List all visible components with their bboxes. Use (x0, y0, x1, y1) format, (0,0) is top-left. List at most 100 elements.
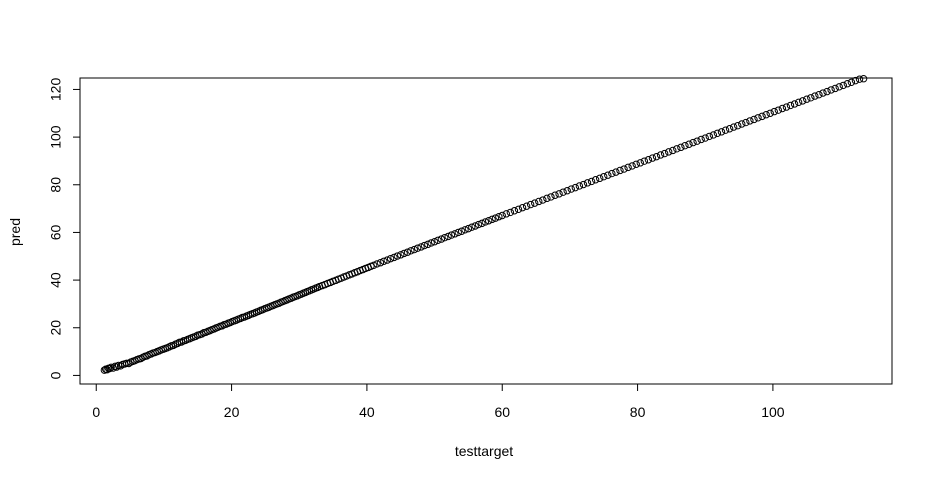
data-point (823, 87, 831, 96)
data-point (794, 98, 803, 107)
data-point (173, 339, 182, 348)
data-point (383, 256, 391, 264)
data-point (400, 249, 408, 258)
data-point (567, 185, 575, 193)
data-point (518, 203, 527, 212)
data-point (717, 128, 726, 136)
data-point (218, 322, 226, 330)
data-point (535, 197, 543, 206)
data-point (604, 171, 612, 179)
data-point (390, 253, 398, 262)
data-point (734, 121, 742, 130)
data-point (506, 208, 515, 217)
data-point (478, 219, 486, 228)
data-point (393, 252, 402, 260)
data-point (447, 231, 456, 239)
data-point (827, 86, 835, 94)
data-point (798, 97, 807, 105)
data-point (790, 100, 799, 108)
data-point (198, 330, 206, 338)
data-point (539, 196, 547, 204)
data-point (177, 338, 186, 346)
data-point (491, 214, 500, 222)
y-tick-label: 60 (48, 224, 64, 240)
data-point (600, 172, 608, 181)
data-point (835, 83, 843, 91)
data-point (427, 239, 435, 247)
y-axis: 0 20 40 60 80 100 120 (48, 78, 81, 379)
data-point (839, 81, 847, 90)
data-point (721, 126, 730, 134)
data-point (485, 217, 493, 225)
data-point (782, 103, 791, 111)
data-point (169, 341, 178, 350)
data-point (713, 129, 722, 137)
data-point (628, 162, 636, 170)
data-point (595, 174, 604, 183)
data-point (471, 222, 479, 230)
data-point (417, 243, 425, 251)
data-point (587, 177, 596, 186)
data-point (819, 89, 827, 97)
x-tick-label: 0 (92, 404, 100, 420)
data-point (376, 258, 385, 267)
y-tick-label: 0 (48, 371, 64, 379)
data-point (373, 260, 381, 268)
x-tick-label: 100 (761, 404, 785, 420)
data-point (669, 146, 677, 155)
data-point (116, 362, 125, 370)
data-point (616, 166, 624, 175)
data-point (612, 168, 620, 176)
data-point (766, 109, 774, 117)
data-point (608, 169, 616, 178)
data-point (778, 104, 787, 113)
data-point (192, 332, 200, 341)
data-point (636, 159, 644, 167)
y-tick-label: 80 (48, 177, 64, 193)
data-point (591, 176, 600, 184)
data-point (125, 359, 133, 368)
data-point (531, 199, 539, 207)
data-point (555, 190, 563, 198)
x-axis: 0 20 40 60 80 100 (92, 383, 785, 420)
data-points (100, 75, 868, 374)
data-point (697, 135, 705, 144)
data-point (457, 227, 466, 235)
data-point (461, 226, 469, 234)
data-point (434, 236, 442, 244)
data-point (851, 76, 860, 85)
data-point (369, 261, 378, 270)
data-point (656, 151, 665, 159)
data-point (481, 218, 490, 226)
data-point (444, 232, 452, 241)
data-point (660, 149, 669, 158)
data-point (380, 257, 388, 265)
data-point (100, 366, 109, 374)
data-point (420, 241, 429, 250)
data-point (681, 141, 689, 150)
data-point (526, 200, 535, 209)
data-point (441, 233, 449, 242)
data-point (620, 165, 628, 173)
x-tick-label: 40 (359, 404, 375, 420)
data-point (488, 215, 496, 224)
data-point (624, 163, 632, 172)
data-point (579, 180, 588, 189)
data-point (677, 143, 685, 152)
data-point (693, 137, 701, 145)
data-point (665, 148, 673, 156)
data-point (575, 182, 584, 190)
data-point (640, 157, 649, 165)
data-point (847, 78, 856, 86)
data-point (547, 193, 555, 201)
data-point (424, 240, 432, 249)
data-point (648, 154, 657, 162)
data-point (758, 112, 766, 121)
data-point (831, 84, 839, 93)
data-point (137, 354, 145, 363)
data-point (502, 210, 510, 218)
x-tick-label: 80 (630, 404, 646, 420)
data-point (386, 254, 395, 263)
data-point (397, 251, 405, 259)
